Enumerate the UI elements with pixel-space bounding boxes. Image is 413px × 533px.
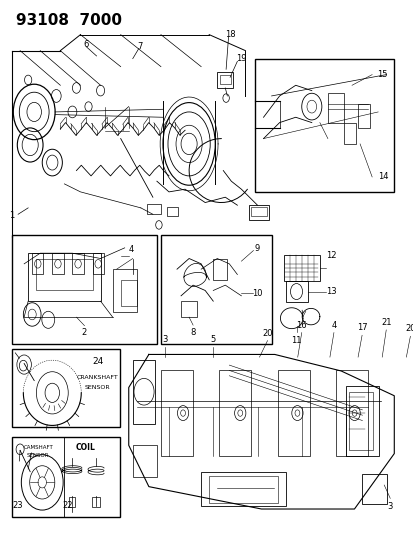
- Bar: [72, 253, 83, 274]
- Text: 9: 9: [254, 245, 259, 253]
- Bar: [12, 235, 157, 344]
- Text: CAMSHAFT: CAMSHAFT: [23, 445, 53, 450]
- Text: 3: 3: [387, 502, 392, 511]
- Bar: [220, 75, 230, 84]
- Text: 24: 24: [92, 358, 103, 366]
- Text: 6: 6: [83, 41, 89, 49]
- Bar: [346, 386, 378, 456]
- Bar: [277, 370, 309, 456]
- Bar: [133, 445, 157, 477]
- Bar: [32, 253, 43, 274]
- Bar: [93, 253, 104, 274]
- Text: CRANKSHAFT: CRANKSHAFT: [77, 375, 119, 381]
- Bar: [166, 207, 178, 216]
- Bar: [28, 253, 100, 301]
- Bar: [335, 370, 367, 456]
- Text: 16: 16: [296, 321, 306, 329]
- Text: 14: 14: [377, 173, 387, 181]
- Bar: [357, 104, 369, 128]
- Text: 10: 10: [252, 289, 262, 297]
- Bar: [112, 269, 136, 312]
- Text: 20: 20: [262, 329, 272, 337]
- Text: 17: 17: [356, 324, 366, 332]
- Bar: [327, 93, 343, 123]
- Text: 12: 12: [325, 251, 335, 260]
- Bar: [36, 259, 93, 290]
- Bar: [161, 235, 271, 344]
- Text: SENSOR: SENSOR: [85, 385, 110, 390]
- Bar: [213, 259, 227, 280]
- Text: SENSOR: SENSOR: [27, 453, 49, 458]
- Text: 8: 8: [190, 328, 195, 336]
- Bar: [283, 255, 319, 281]
- Bar: [92, 497, 100, 507]
- Text: 4: 4: [330, 321, 336, 329]
- Bar: [248, 205, 268, 220]
- Bar: [343, 123, 355, 144]
- Bar: [180, 301, 197, 317]
- Bar: [361, 474, 386, 504]
- Bar: [219, 370, 251, 456]
- Text: 22: 22: [62, 501, 73, 510]
- Bar: [52, 253, 64, 274]
- Text: 15: 15: [376, 70, 387, 79]
- Bar: [285, 281, 307, 302]
- Bar: [348, 392, 373, 450]
- Bar: [251, 207, 266, 216]
- Text: 21: 21: [380, 318, 391, 327]
- Text: 93108  7000: 93108 7000: [16, 13, 122, 28]
- Text: 11: 11: [291, 336, 301, 344]
- Text: 20: 20: [404, 325, 413, 333]
- Bar: [121, 280, 136, 306]
- Bar: [217, 72, 233, 88]
- Bar: [69, 497, 75, 507]
- Text: 19: 19: [235, 54, 246, 63]
- Bar: [12, 349, 120, 427]
- Text: 2: 2: [82, 328, 87, 336]
- Text: COIL: COIL: [76, 443, 96, 452]
- Text: 4: 4: [128, 245, 133, 254]
- Bar: [209, 476, 277, 503]
- Text: 7: 7: [137, 42, 142, 51]
- Text: 1: 1: [9, 211, 14, 220]
- Bar: [133, 360, 154, 424]
- Text: 23: 23: [13, 501, 24, 510]
- Text: 3: 3: [162, 335, 167, 344]
- Bar: [12, 437, 120, 517]
- Text: 13: 13: [325, 287, 336, 296]
- Bar: [255, 59, 393, 192]
- Bar: [161, 370, 192, 456]
- Bar: [201, 472, 285, 506]
- Bar: [147, 204, 161, 214]
- Text: 5: 5: [210, 335, 215, 344]
- Text: 18: 18: [224, 30, 235, 38]
